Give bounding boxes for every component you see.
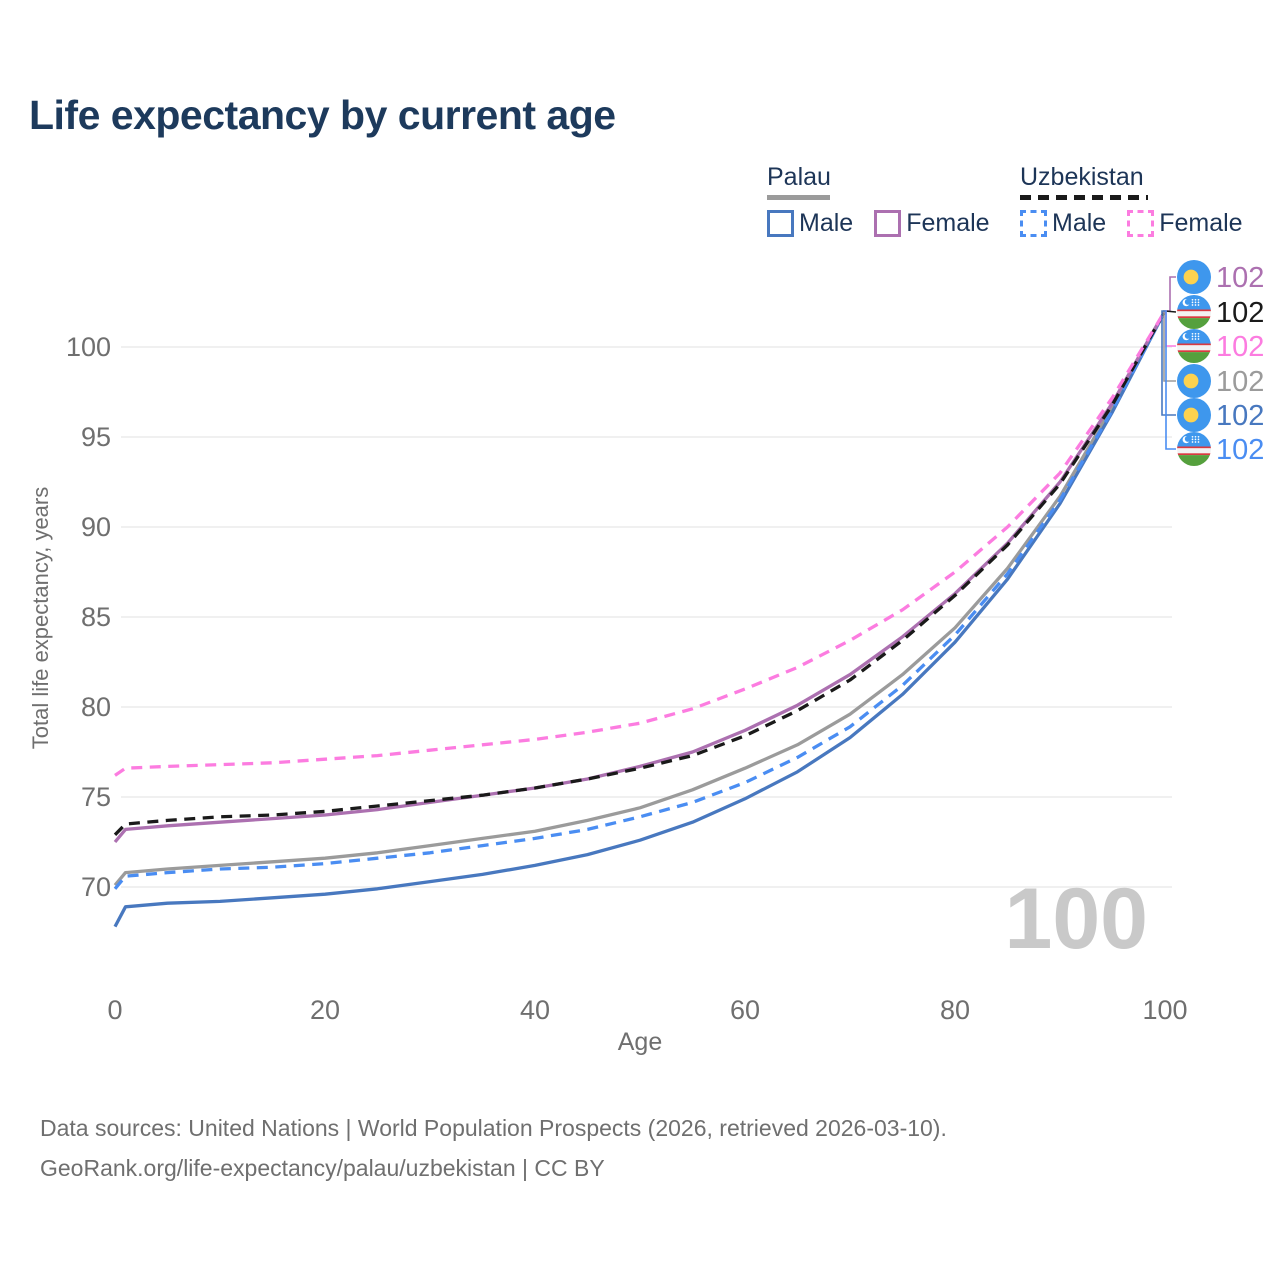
footer: Data sources: United Nations | World Pop… [40,1108,947,1188]
series-line-palau-male[interactable] [113,310,1167,928]
legend-palau-male-label: Male [799,209,854,237]
y-axis-title: Total life expectancy, years [28,487,53,750]
end-label-palau[interactable]: 102 [1163,310,1264,398]
legend-uzbekistan-female-label: Female [1159,209,1243,237]
legend-palau-female[interactable]: Female [874,209,990,238]
legend-uzbekistan-female[interactable]: Female [1127,209,1243,238]
palau-flag-icon [1177,260,1211,294]
y-tick-95: 95 [81,422,111,452]
end-label-value: 102 [1216,297,1264,329]
x-tick-20: 20 [310,995,340,1025]
leader-line [1161,310,1176,416]
legend-uzbekistan-male[interactable]: Male [1020,209,1106,238]
series-line-uzbekistan-male[interactable] [113,310,1167,890]
end-label-value: 102 [1216,331,1264,363]
leader-line [1165,310,1176,450]
end-label-value: 102 [1216,366,1264,398]
series-line-uzbekistan[interactable] [113,310,1167,836]
page-title: Life expectancy by current age [29,92,616,138]
uzbekistan-female-swatch-icon [1127,210,1155,237]
footer-data-sources: Data sources: United Nations | World Pop… [40,1115,947,1141]
x-tick-40: 40 [520,995,550,1025]
x-tick-0: 0 [107,995,122,1025]
legend-uzbekistan-label: Uzbekistan [1020,163,1144,191]
series-line-palau[interactable] [113,310,1167,887]
end-label-value: 102 [1216,434,1264,466]
end-label-uzbekistan[interactable]: 102 [1164,295,1264,329]
leader-line [1165,276,1176,312]
uzbekistan-flag-icon [1177,295,1211,329]
palau-flag-icon [1177,364,1211,398]
y-tick-75: 75 [81,782,111,812]
y-tick-90: 90 [81,512,111,542]
y-tick-100: 100 [66,332,111,362]
end-label-palau-male[interactable]: 102 [1161,310,1264,432]
x-tick-100: 100 [1142,995,1187,1025]
legend-palau-label: Palau [767,163,831,191]
x-axis-title: Age [618,1028,662,1056]
palau-male-swatch-icon [767,210,794,237]
legend: Palau Male Female Uzbekistan [0,163,1280,243]
legend-uzbekistan-header[interactable]: Uzbekistan [1020,163,1243,200]
age-watermark: 100 [1005,871,1149,967]
palau-line-swatch [767,195,830,200]
legend-group-palau: Palau Male Female [767,163,990,238]
legend-palau-male[interactable]: Male [767,209,853,238]
end-label-value: 102 [1216,262,1264,294]
y-tick-85: 85 [81,602,111,632]
y-tick-70: 70 [81,872,111,902]
leader-line [1164,310,1177,313]
uzbekistan-flag-icon [1177,432,1211,466]
palau-flag-icon [1177,398,1211,432]
uzbekistan-flag-icon [1177,329,1211,363]
legend-group-uzbekistan: Uzbekistan Male Female [1020,163,1243,238]
legend-uzbekistan-male-label: Male [1052,209,1107,237]
legend-palau-header[interactable]: Palau [767,163,990,200]
legend-palau-female-label: Female [906,209,990,237]
palau-female-swatch-icon [874,210,902,237]
y-tick-80: 80 [81,692,111,722]
x-tick-60: 60 [730,995,760,1025]
footer-attribution: GeoRank.org/life-expectancy/palau/uzbeki… [40,1155,605,1181]
end-label-uzbekistan-male[interactable]: 102 [1165,310,1264,466]
end-label-value: 102 [1216,400,1264,432]
uzbekistan-line-swatch [1020,195,1148,200]
uzbekistan-male-swatch-icon [1020,210,1047,237]
x-tick-80: 80 [940,995,970,1025]
series-line-uzbekistan-female[interactable] [114,310,1167,777]
